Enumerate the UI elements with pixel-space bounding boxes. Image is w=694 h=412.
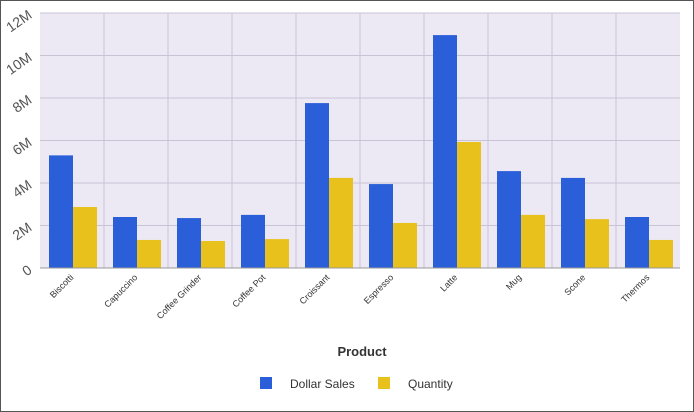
x-axis-title: Product [337, 344, 387, 359]
bar [585, 219, 609, 268]
bar [433, 35, 457, 268]
bar [305, 103, 329, 268]
bar [241, 214, 265, 268]
bar [265, 239, 289, 268]
bar [393, 222, 417, 268]
bar [49, 155, 73, 268]
bar [177, 218, 201, 268]
bar [329, 177, 353, 268]
bar [73, 207, 97, 268]
bar [561, 177, 585, 268]
bar [497, 171, 521, 268]
bar [201, 241, 225, 268]
legend-label: Quantity [408, 377, 453, 391]
bar [113, 217, 137, 268]
bar [625, 217, 649, 268]
bar [369, 184, 393, 268]
legend-swatch [378, 377, 390, 389]
bar [137, 239, 161, 268]
legend-swatch [260, 377, 272, 389]
legend-label: Dollar Sales [290, 377, 355, 391]
bar [649, 239, 673, 268]
bar [457, 141, 481, 268]
bar [521, 214, 545, 268]
